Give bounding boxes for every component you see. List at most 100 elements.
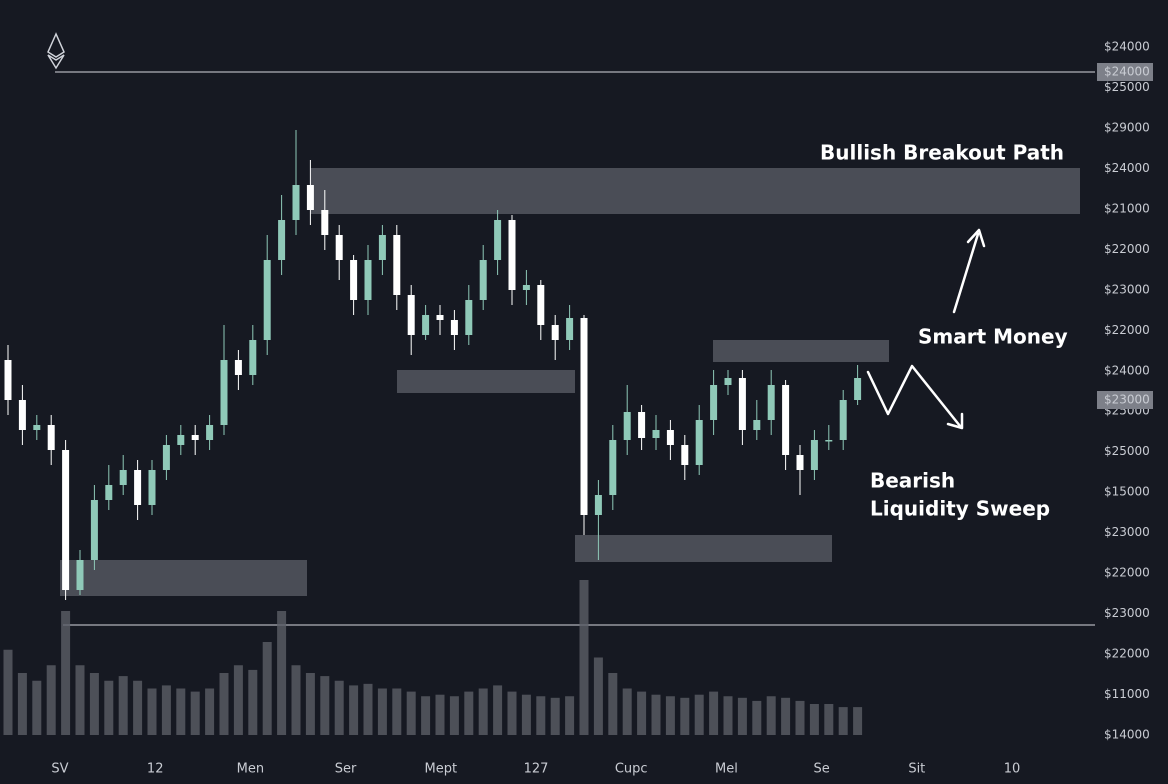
volume-bar xyxy=(752,700,762,735)
candle-body xyxy=(407,295,415,335)
y-axis-label: $11000 xyxy=(1104,687,1150,701)
candle-body xyxy=(162,445,170,470)
zone xyxy=(310,168,1080,214)
candle-body xyxy=(90,500,98,560)
volume-bar xyxy=(809,704,819,735)
volume-bar xyxy=(190,691,200,735)
candle-body xyxy=(537,285,545,325)
volume-bar xyxy=(248,669,258,735)
x-axis-label: Mel xyxy=(715,762,738,777)
candle-body xyxy=(580,318,588,515)
volume-bar xyxy=(291,665,301,735)
y-axis-label: $24000 xyxy=(1104,161,1150,175)
volume-bar xyxy=(75,665,85,735)
candle-body xyxy=(148,470,156,505)
y-axis-label: $24000 xyxy=(1104,363,1150,377)
y-axis-label: $22000 xyxy=(1104,242,1150,256)
volume-bar xyxy=(824,704,834,735)
candle-body xyxy=(191,435,199,440)
arrow-head xyxy=(966,228,986,248)
volume-bar xyxy=(435,694,445,735)
volume-bar xyxy=(349,685,359,735)
volume-bar xyxy=(766,696,776,735)
x-axis-label: Ser xyxy=(335,762,357,777)
y-axis-label: $21000 xyxy=(1104,201,1150,215)
volume-bar xyxy=(176,688,186,735)
volume-bar xyxy=(853,707,863,735)
annotation: Smart Money xyxy=(918,325,1068,349)
x-axis-label: Men xyxy=(237,762,264,777)
candle-body xyxy=(436,315,444,320)
candle-body xyxy=(321,210,329,235)
candle-body xyxy=(594,495,602,515)
volume-bar xyxy=(377,688,387,735)
volume-bar xyxy=(493,685,503,735)
volume-bar xyxy=(406,691,416,735)
volume-bar xyxy=(680,697,690,735)
candle-body xyxy=(278,220,286,260)
price-tag: $24000 xyxy=(1104,65,1150,79)
volume-bar xyxy=(32,680,42,735)
candle-body xyxy=(566,318,574,340)
candle-body xyxy=(710,385,718,420)
volume-bar xyxy=(637,691,647,735)
candle-body xyxy=(33,425,41,430)
volume-bar xyxy=(795,700,805,735)
zone xyxy=(60,560,307,596)
volume-bar xyxy=(233,665,243,735)
candle-body xyxy=(47,425,55,450)
volume-bar xyxy=(723,696,733,735)
volume-bar xyxy=(694,694,704,735)
candle-body xyxy=(249,340,257,375)
candle-body xyxy=(767,385,775,420)
candle-body xyxy=(551,325,559,340)
x-axis-label: Se xyxy=(813,762,829,777)
candle-body xyxy=(753,420,761,430)
volume-bar xyxy=(17,673,27,735)
volume-bar xyxy=(709,691,719,735)
volume-bars xyxy=(3,580,863,735)
candle-body xyxy=(450,320,458,335)
volume-bar xyxy=(334,680,344,735)
candle-body xyxy=(234,360,242,375)
volume-bar xyxy=(219,673,229,735)
candle-body xyxy=(479,260,487,300)
candle-body xyxy=(364,260,372,300)
volume-bar xyxy=(565,696,575,735)
annotation: Liquidity Sweep xyxy=(870,497,1050,521)
volume-bar xyxy=(622,688,632,735)
zone xyxy=(397,370,575,393)
price-tag-bg xyxy=(1097,391,1153,409)
volume-bar xyxy=(3,649,13,735)
zone xyxy=(713,340,889,362)
candle-body xyxy=(422,315,430,335)
price-tag: $23000 xyxy=(1104,393,1150,407)
price-tag-bg xyxy=(1097,63,1153,81)
candle-body xyxy=(623,412,631,440)
candle-body xyxy=(494,220,502,260)
path-arrow xyxy=(866,364,962,428)
candle-body xyxy=(263,260,271,340)
candle-body xyxy=(134,470,142,505)
y-axis-label: $25000 xyxy=(1104,80,1150,94)
volume-bar xyxy=(104,680,114,735)
volume-bar xyxy=(838,707,848,735)
x-axis-label: SV xyxy=(51,762,68,777)
candles xyxy=(4,130,862,600)
candle-body xyxy=(335,235,343,260)
y-axis-label: $22000 xyxy=(1104,323,1150,337)
candle-body xyxy=(825,440,833,442)
candle-body xyxy=(738,378,746,430)
volume-bar xyxy=(550,697,560,735)
candle-body xyxy=(695,420,703,465)
candle-body xyxy=(782,385,790,455)
candle-body xyxy=(350,260,358,300)
candle-body xyxy=(465,300,473,335)
candle-body xyxy=(306,185,314,210)
volume-bar xyxy=(305,673,315,735)
volume-bar xyxy=(737,697,747,735)
x-axis-label: 12 xyxy=(147,762,164,777)
candle-body xyxy=(796,455,804,470)
y-axis-label: $23000 xyxy=(1104,525,1150,539)
annotation: Bullish Breakout Path xyxy=(820,141,1064,165)
